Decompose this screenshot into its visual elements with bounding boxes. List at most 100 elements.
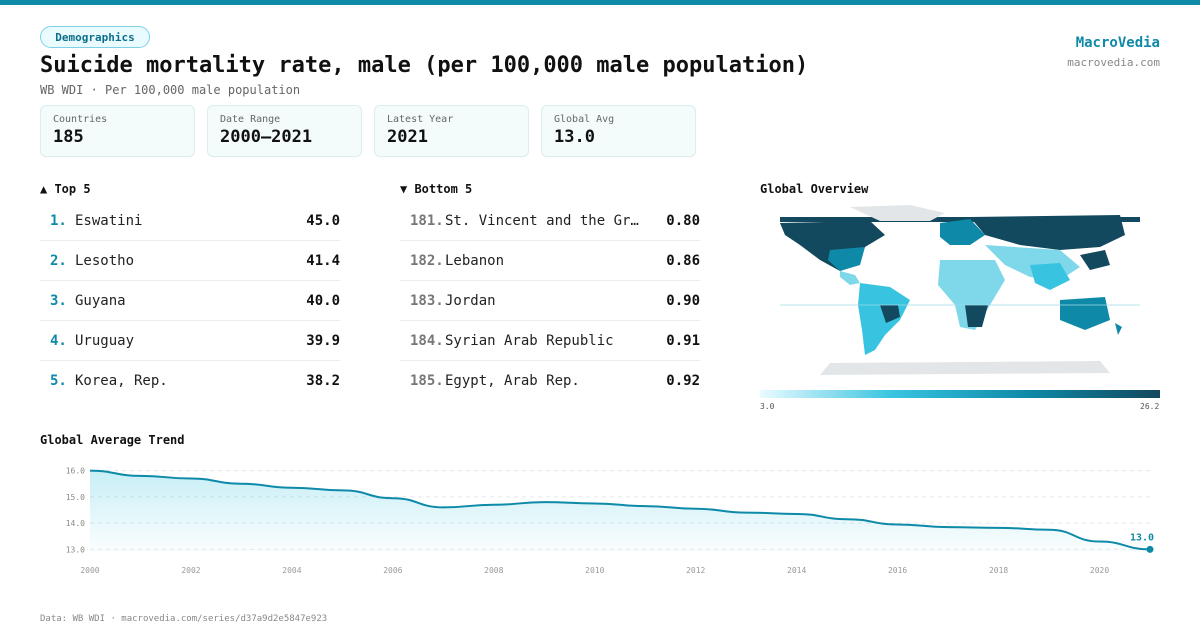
country-name: St. Vincent and the Gr… — [445, 212, 639, 229]
x-tick-label: 2016 — [888, 566, 907, 575]
country-value: 0.80 — [666, 212, 700, 229]
y-tick-label: 14.0 — [66, 519, 85, 528]
category-badge[interactable]: Demographics — [40, 26, 150, 48]
rank-number: 185. — [410, 373, 444, 389]
rank-number: 3. — [50, 292, 67, 309]
trend-heading: Global Average Trend — [40, 433, 185, 447]
country-name: Syrian Arab Republic — [445, 332, 614, 349]
north-america-shape — [780, 221, 885, 271]
arctic-band — [780, 217, 1140, 222]
rank-number: 183. — [410, 292, 444, 309]
central-america-shape — [840, 271, 860, 285]
stat-card-countries: Countries 185 — [40, 105, 195, 157]
list-item[interactable]: 181. St. Vincent and the Gr… 0.80 — [400, 201, 700, 241]
europe-shape — [940, 219, 985, 245]
usa-shape — [828, 247, 865, 271]
list-item[interactable]: 1. Eswatini 45.0 — [40, 201, 340, 241]
new-zealand-shape — [1115, 323, 1122, 335]
list-item[interactable]: 3. Guyana 40.0 — [40, 281, 340, 321]
rank-number: 5. — [50, 373, 67, 389]
list-item[interactable]: 184. Syrian Arab Republic 0.91 — [400, 321, 700, 361]
x-tick-label: 2010 — [585, 566, 604, 575]
country-name: Guyana — [75, 292, 126, 309]
rank-number: 181. — [410, 212, 444, 229]
list-item[interactable]: 4. Uruguay 39.9 — [40, 321, 340, 361]
y-tick-label: 16.0 — [66, 467, 85, 476]
last-value-label: 13.0 — [1130, 532, 1154, 543]
top-accent-bar — [0, 0, 1200, 5]
africa-shape — [938, 260, 1005, 330]
rank-number: 2. — [50, 252, 67, 269]
stat-card-date-range: Date Range 2000–2021 — [207, 105, 362, 157]
stat-value: 2000–2021 — [220, 127, 313, 147]
country-name: Eswatini — [75, 212, 143, 229]
stat-label: Date Range — [220, 114, 281, 125]
world-choropleth-map[interactable] — [760, 205, 1160, 380]
brand-url[interactable]: macrovedia.com — [1067, 56, 1160, 69]
country-value: 39.9 — [306, 332, 340, 349]
bottom5-list: 181. St. Vincent and the Gr… 0.80 182. L… — [400, 201, 700, 401]
country-value: 45.0 — [306, 212, 340, 229]
rank-number: 182. — [410, 252, 444, 269]
trend-line — [89, 469, 1151, 551]
country-value: 40.0 — [306, 292, 340, 309]
x-tick-label: 2008 — [484, 566, 503, 575]
page-subtitle: WB WDI · Per 100,000 male population — [40, 83, 301, 97]
legend-min-label: 3.0 — [760, 402, 775, 411]
country-name: Uruguay — [75, 332, 135, 349]
x-tick-label: 2000 — [80, 566, 99, 575]
uruguay-region-shape — [880, 305, 900, 323]
top5-list: 1. Eswatini 45.0 2. Lesotho 41.4 3. Guya… — [40, 201, 340, 401]
x-tick-label: 2020 — [1090, 566, 1109, 575]
y-axis-ticks: 13.0 14.0 15.0 16.0 — [66, 467, 85, 555]
korea-japan-shape — [1080, 250, 1110, 270]
southern-africa-shape — [965, 305, 988, 327]
rank-number: 184. — [410, 332, 444, 349]
stat-label: Latest Year — [387, 114, 454, 125]
stat-card-latest-year: Latest Year 2021 — [374, 105, 529, 157]
bottom5-heading: ▼ Bottom 5 — [400, 182, 473, 196]
stat-value: 185 — [53, 127, 84, 147]
country-value: 0.86 — [666, 252, 700, 269]
south-asia-shape — [1030, 263, 1070, 290]
antarctica-shape — [820, 361, 1110, 375]
trend-chart[interactable]: 13.0 14.0 15.0 16.0 2000 2002 2004 2006 2008 201… — [40, 455, 1160, 585]
country-name: Korea, Rep. — [75, 373, 168, 389]
trend-points — [1146, 545, 1154, 553]
trend-area — [90, 470, 1150, 552]
list-item[interactable]: 5. Korea, Rep. 38.2 — [40, 361, 340, 401]
map-heading: Global Overview — [760, 182, 869, 196]
country-value: 38.2 — [306, 373, 340, 389]
country-name: Lesotho — [75, 252, 135, 269]
source-footer[interactable]: Data: WB WDI · macrovedia.com/series/d37… — [40, 614, 328, 624]
list-item[interactable]: 2. Lesotho 41.4 — [40, 241, 340, 281]
greenland-shape — [850, 205, 945, 221]
list-item[interactable]: 182. Lebanon 0.86 — [400, 241, 700, 281]
y-tick-label: 15.0 — [66, 493, 85, 502]
south-america-shape — [858, 283, 910, 355]
y-tick-label: 13.0 — [66, 545, 85, 554]
x-tick-label: 2006 — [383, 566, 402, 575]
rank-number: 1. — [50, 212, 67, 229]
top5-heading: ▲ Top 5 — [40, 182, 91, 196]
x-tick-label: 2004 — [282, 566, 301, 575]
brand-logo[interactable]: MacroVedia — [1075, 35, 1160, 51]
stat-label: Global Avg — [554, 114, 615, 125]
page-title: Suicide mortality rate, male (per 100,00… — [40, 53, 809, 78]
rank-number: 4. — [50, 332, 67, 349]
australia-shape — [1060, 297, 1110, 330]
x-tick-label: 2018 — [989, 566, 1008, 575]
x-tick-label: 2012 — [686, 566, 705, 575]
country-name: Lebanon — [445, 252, 505, 269]
country-name: Egypt, Arab Rep. — [445, 373, 580, 389]
list-item[interactable]: 183. Jordan 0.90 — [400, 281, 700, 321]
x-axis-ticks: 2000 2002 2004 2006 2008 2010 2012 2014 2016 2018… — [80, 566, 1109, 575]
stat-value: 2021 — [387, 127, 428, 147]
x-tick-label: 2002 — [181, 566, 200, 575]
russia-shape — [970, 215, 1125, 250]
country-value: 0.90 — [666, 292, 700, 309]
stat-card-global-avg: Global Avg 13.0 — [541, 105, 696, 157]
color-legend-bar — [760, 390, 1160, 398]
list-item[interactable]: 185. Egypt, Arab Rep. 0.92 — [400, 361, 700, 401]
country-value: 0.91 — [666, 332, 700, 349]
